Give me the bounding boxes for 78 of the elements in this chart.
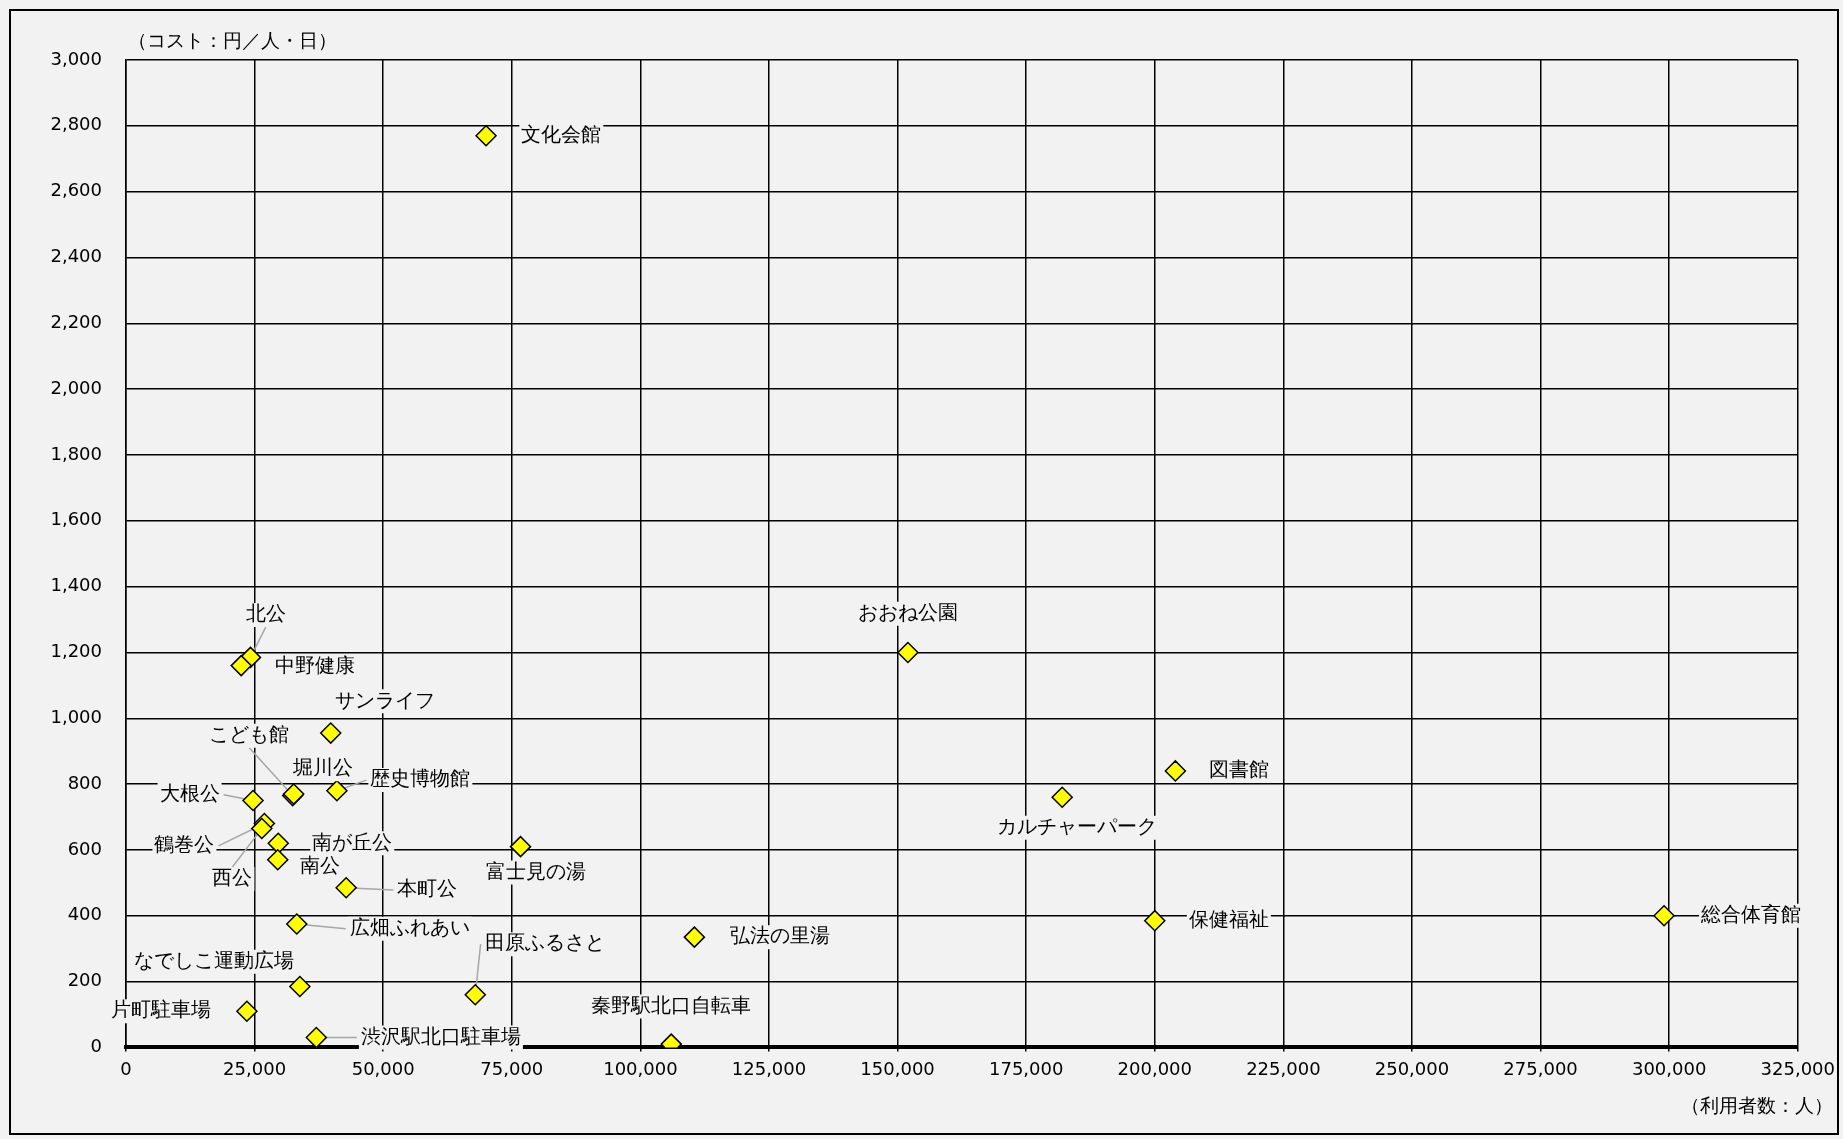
- y-tick-label: 600: [67, 837, 102, 859]
- annotation: 広畑ふれあい: [349, 914, 470, 939]
- annotation: 図書館: [1208, 757, 1269, 782]
- annotation: 本町公: [397, 876, 458, 901]
- x-tick-label: 200,000: [1117, 1057, 1193, 1079]
- point: [319, 722, 342, 744]
- point: [475, 124, 497, 147]
- point: [326, 779, 348, 802]
- point: [683, 926, 706, 948]
- y-tick-label: 2,600: [50, 179, 102, 201]
- point: [1164, 760, 1187, 782]
- point: [1653, 905, 1675, 927]
- annotation: 北公: [245, 601, 286, 626]
- x-tick-label: 100,000: [603, 1057, 678, 1079]
- annotation: カルチャーパーク: [997, 814, 1158, 839]
- x-axis-title: （利用者数：人）: [1681, 1093, 1833, 1118]
- x-tick-label: 325,000: [1760, 1057, 1835, 1079]
- x-tick-label: 225,000: [1246, 1057, 1321, 1079]
- point: [236, 1000, 258, 1022]
- annotation: こども館: [209, 721, 290, 746]
- y-tick-label: 400: [67, 903, 102, 925]
- annotation: 弘法の里湯: [730, 923, 831, 948]
- y-tick-label: 1,800: [50, 442, 102, 464]
- x-tick-label: 25,000: [223, 1057, 287, 1079]
- y-tick-label: 2,800: [50, 113, 102, 135]
- annotation: 歴史博物館: [370, 766, 471, 791]
- point: [267, 849, 289, 871]
- x-tick-label: 250,000: [1374, 1057, 1450, 1079]
- annotation: サンライフ: [334, 687, 435, 712]
- annotation: 富士見の湯: [485, 858, 586, 883]
- y-tick-label: 3,000: [50, 47, 102, 69]
- point: [230, 654, 252, 677]
- y-tick-label: 0: [90, 1035, 102, 1057]
- y-tick-label: 2,000: [50, 376, 102, 398]
- annotation: 南が丘公: [312, 829, 393, 854]
- x-tick-label: 50,000: [351, 1057, 415, 1079]
- annotation: 渋沢駅北口駐車場: [360, 1023, 521, 1048]
- annotation: 南公: [300, 853, 341, 878]
- point: [242, 789, 264, 812]
- point: [1051, 786, 1073, 809]
- annotation: 総合体育館: [1700, 901, 1802, 926]
- annotation: なでしこ運動広場: [134, 948, 295, 973]
- point: [305, 1026, 328, 1048]
- annotation: 保健福祉: [1188, 906, 1269, 931]
- y-tick-label: 200: [67, 969, 102, 991]
- y-tick-label: 2,400: [50, 245, 102, 267]
- point: [335, 877, 357, 899]
- y-tick-label: 800: [67, 771, 102, 793]
- annotation: 中野健康: [275, 652, 356, 677]
- annotation: 大根公: [159, 780, 220, 805]
- annotation: 文化会館: [521, 121, 602, 146]
- annotation: 田原ふるさと: [484, 930, 605, 955]
- y-tick-label: 1,000: [50, 705, 102, 727]
- annotation: 秦野駅北口自転車: [591, 992, 752, 1017]
- y-tick-label: 1,600: [50, 508, 102, 530]
- y-tick-label: 1,400: [50, 574, 102, 596]
- x-tick-label: 275,000: [1503, 1057, 1578, 1079]
- x-tick-label: 300,000: [1631, 1057, 1707, 1079]
- y-axis-title: （コスト：円／人・日）: [128, 28, 337, 53]
- point: [464, 983, 487, 1006]
- point: [509, 835, 532, 858]
- annotation: 鶴巻公: [154, 832, 215, 857]
- annotation: 片町駐車場: [111, 997, 212, 1022]
- x-tick-label: 175,000: [988, 1057, 1064, 1079]
- point: [1144, 909, 1166, 932]
- annotation: 堀川公: [292, 755, 354, 780]
- point: [251, 817, 273, 840]
- x-tick-label: 0: [120, 1057, 132, 1079]
- annotation: おおね公園: [857, 599, 958, 624]
- y-tick-label: 2,200: [50, 310, 102, 332]
- x-tick-label: 125,000: [731, 1057, 807, 1079]
- point: [286, 913, 308, 935]
- point: [897, 641, 919, 664]
- point: [289, 975, 311, 998]
- y-tick-label: 1,200: [50, 640, 102, 662]
- x-tick-label: 75,000: [480, 1057, 544, 1079]
- x-tick-label: 150,000: [860, 1057, 935, 1079]
- annotation: 西公: [212, 865, 253, 890]
